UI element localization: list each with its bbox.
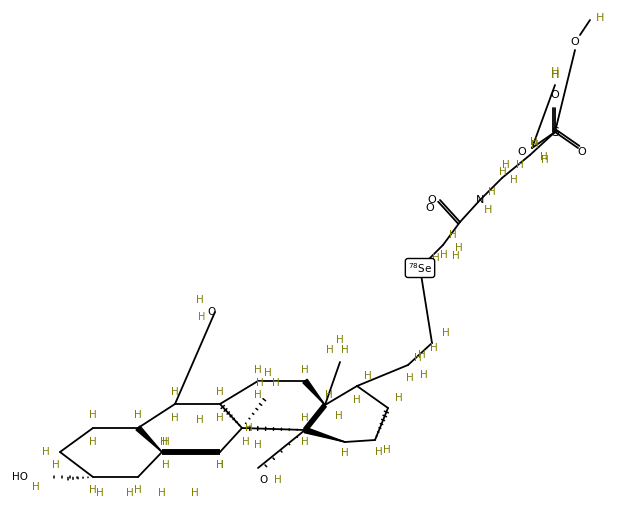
Polygon shape: [303, 379, 325, 405]
Text: H: H: [171, 387, 179, 397]
Text: H: H: [488, 187, 496, 197]
Text: H: H: [430, 343, 438, 353]
Text: O: O: [578, 147, 586, 157]
Text: H: H: [326, 345, 334, 355]
Text: H: H: [341, 345, 349, 355]
Text: H: H: [89, 485, 97, 495]
Text: H: H: [364, 371, 372, 381]
Text: O: O: [208, 307, 216, 317]
Text: H: H: [499, 167, 507, 177]
Text: H: H: [541, 155, 549, 165]
Text: N: N: [476, 195, 484, 205]
Text: H: H: [42, 447, 50, 457]
Text: H: H: [301, 365, 309, 375]
Text: H: H: [484, 205, 492, 215]
Text: H: H: [196, 415, 204, 425]
Text: H: H: [32, 482, 40, 492]
Text: H: H: [191, 488, 199, 498]
Text: H: H: [274, 475, 282, 485]
Polygon shape: [304, 427, 345, 442]
Text: HO: HO: [12, 472, 28, 482]
Text: H: H: [198, 312, 205, 322]
Text: H: H: [455, 243, 463, 253]
Text: H: H: [335, 411, 343, 421]
Text: H: H: [531, 140, 539, 150]
Text: O: O: [426, 203, 435, 213]
Text: H: H: [516, 160, 524, 170]
Text: H: H: [375, 447, 383, 457]
Text: H: H: [126, 488, 134, 498]
Text: H: H: [171, 413, 179, 423]
Text: H: H: [440, 250, 448, 260]
Text: H: H: [160, 437, 168, 447]
Text: H: H: [216, 413, 224, 423]
Text: H: H: [502, 160, 509, 170]
Text: O: O: [571, 37, 579, 47]
Text: H: H: [162, 460, 170, 470]
Text: $^{78}$Se: $^{78}$Se: [408, 261, 432, 275]
Text: H: H: [196, 295, 204, 305]
Text: H: H: [449, 230, 457, 240]
Text: H: H: [510, 175, 518, 185]
Text: H: H: [162, 437, 170, 447]
Text: H: H: [353, 395, 361, 405]
Text: H: H: [242, 437, 250, 447]
Text: H: H: [596, 13, 604, 23]
Text: O: O: [550, 90, 559, 100]
Text: H: H: [551, 67, 559, 77]
Text: H: H: [325, 390, 333, 400]
Text: H: H: [540, 152, 548, 162]
Text: H: H: [216, 460, 224, 470]
Text: H: H: [216, 387, 224, 397]
Text: H: H: [264, 368, 272, 378]
Text: H: H: [158, 488, 166, 498]
Text: H: H: [341, 448, 349, 458]
Polygon shape: [136, 426, 162, 452]
Text: H: H: [406, 373, 414, 383]
Text: H: H: [301, 437, 309, 447]
Text: O: O: [518, 147, 526, 157]
Text: H: H: [301, 413, 309, 423]
Text: H: H: [272, 378, 280, 388]
Text: O: O: [259, 475, 267, 485]
Text: H: H: [254, 440, 262, 450]
Text: H: H: [418, 350, 426, 360]
Text: H: H: [551, 70, 559, 80]
Text: H: H: [216, 460, 224, 470]
Text: H: H: [89, 437, 97, 447]
Text: H: H: [254, 365, 262, 375]
Text: H: H: [134, 410, 142, 420]
Text: H: H: [452, 251, 460, 261]
Text: H: H: [134, 485, 142, 495]
Text: O: O: [428, 195, 436, 205]
Text: H: H: [254, 390, 262, 400]
Text: H: H: [414, 353, 422, 363]
Text: H: H: [395, 393, 403, 403]
Text: H: H: [432, 253, 440, 263]
Text: S: S: [551, 125, 559, 138]
Text: H: H: [96, 488, 104, 498]
Text: H: H: [383, 445, 391, 455]
Text: H: H: [89, 410, 97, 420]
Text: H: H: [420, 370, 428, 380]
Text: H: H: [551, 70, 559, 80]
Text: H: H: [336, 335, 344, 345]
Text: H: H: [245, 423, 253, 433]
Text: H: H: [442, 328, 450, 338]
Text: H: H: [256, 378, 264, 388]
Text: H: H: [530, 137, 538, 147]
Text: H: H: [52, 460, 60, 470]
